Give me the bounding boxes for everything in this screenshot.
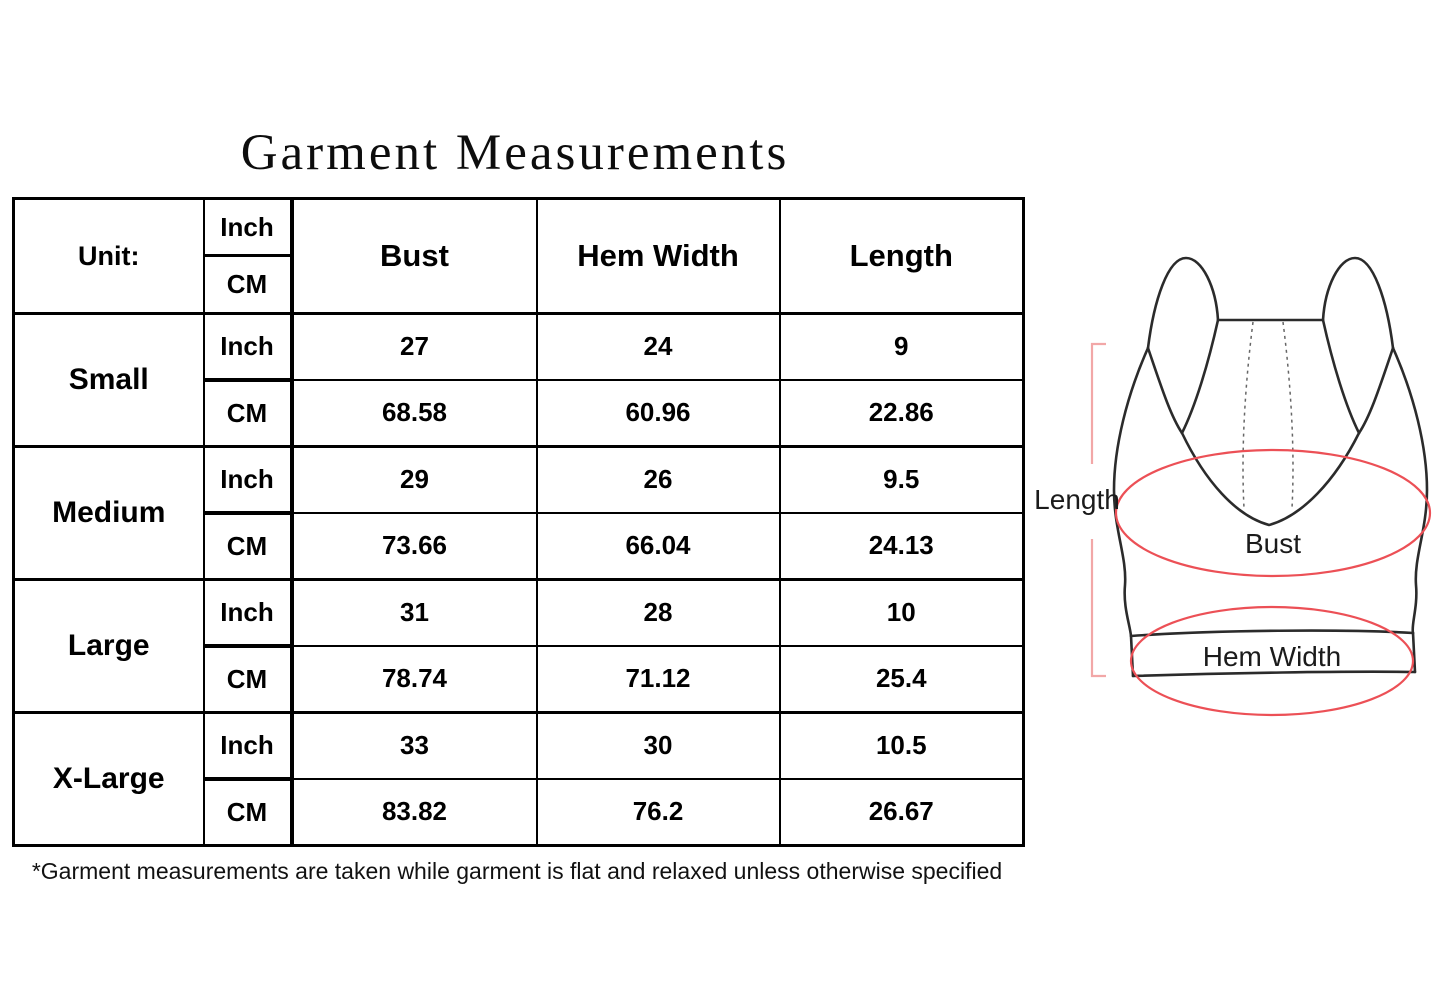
measurement-cell: 26.67 (778, 777, 1025, 847)
garment-diagram: Length Bust Hem Width (1034, 256, 1432, 717)
hem-width-label: Hem Width (1203, 641, 1341, 672)
measurement-cell: 71.12 (535, 644, 781, 714)
measurement-cell: 33 (290, 711, 538, 780)
unit-cell: Inch (202, 711, 294, 781)
measure-ellipses (1114, 448, 1432, 717)
seam-dashes-icon (1242, 321, 1294, 509)
table-row-small-inch: Small Inch 27 24 9 (12, 312, 1025, 448)
table-row-large-cm: CM 78.74 71.12 25.4 (14, 644, 1025, 714)
table-row-large-inch: Large Inch 31 28 10 (12, 578, 1025, 714)
table-header-row-2: CM (14, 254, 1024, 315)
hem-width-ellipse (1129, 605, 1415, 717)
measurement-cell: 28 (535, 578, 781, 647)
unit-cell: CM (202, 511, 294, 581)
size-label-medium: Medium (12, 445, 205, 581)
measurement-cell: 76.2 (535, 777, 781, 847)
bust-label: Bust (1245, 528, 1301, 559)
table-row-xlarge-inch: X-Large Inch 33 30 10.5 (12, 711, 1025, 847)
size-label-large: Large (12, 578, 205, 714)
table-row-medium-cm: CM 73.66 66.04 24.13 (14, 511, 1025, 581)
measurement-cell: 31 (290, 578, 538, 647)
unit-cell: CM (202, 644, 294, 714)
measurement-cell: 68.58 (290, 378, 538, 448)
bust-ellipse (1114, 448, 1432, 578)
length-label: Length (1034, 484, 1120, 515)
unit-option-cm: CM (202, 254, 294, 315)
measurement-cell: 24 (535, 312, 781, 381)
unit-cell: CM (202, 378, 294, 448)
measurement-cell: 73.66 (290, 511, 538, 581)
measurement-cell: 9 (778, 312, 1025, 381)
unit-header-cell: Unit: (12, 197, 205, 315)
size-table: Unit: Inch Bust Hem Width Length CM Smal… (12, 197, 1025, 847)
table-header-row: Unit: Inch Bust Hem Width Length (12, 197, 1025, 315)
unit-cell: CM (202, 777, 294, 847)
measurement-cell: 27 (290, 312, 538, 381)
footnote: *Garment measurements are taken while ga… (31, 858, 1003, 884)
measurement-cell: 29 (290, 445, 538, 514)
table-row-small-cm: CM 68.58 60.96 22.86 (14, 378, 1025, 448)
garment-outline-icon (1112, 256, 1429, 678)
table-row-medium-inch: Medium Inch 29 26 9.5 (12, 445, 1025, 581)
length-bracket-icon (1090, 342, 1106, 678)
measurement-cell: 66.04 (535, 511, 781, 581)
measurement-cell: 83.82 (290, 777, 538, 847)
measurement-cell: 24.13 (778, 511, 1025, 581)
measurement-cell: 78.74 (290, 644, 538, 714)
unit-cell: Inch (202, 578, 294, 648)
column-header-hem-width: Hem Width (535, 197, 781, 315)
measurement-cell: 30 (535, 711, 781, 780)
measurement-cell: 60.96 (535, 378, 781, 448)
table-row-xlarge-cm: CM 83.82 76.2 26.67 (14, 777, 1025, 847)
size-label-xlarge: X-Large (12, 711, 205, 847)
column-header-bust: Bust (290, 197, 538, 315)
unit-option-inch: Inch (202, 197, 294, 257)
measurement-cell: 10 (778, 578, 1025, 647)
measurement-cell: 9.5 (778, 445, 1025, 514)
measurement-cell: 22.86 (778, 378, 1025, 448)
unit-cell: Inch (202, 445, 294, 515)
unit-cell: Inch (202, 312, 294, 382)
size-label-small: Small (12, 312, 205, 448)
page-title: Garment Measurements (240, 125, 790, 181)
measurement-cell: 10.5 (778, 711, 1025, 780)
measurement-cell: 26 (535, 445, 781, 514)
measurement-cell: 25.4 (778, 644, 1025, 714)
column-header-length: Length (778, 197, 1025, 315)
